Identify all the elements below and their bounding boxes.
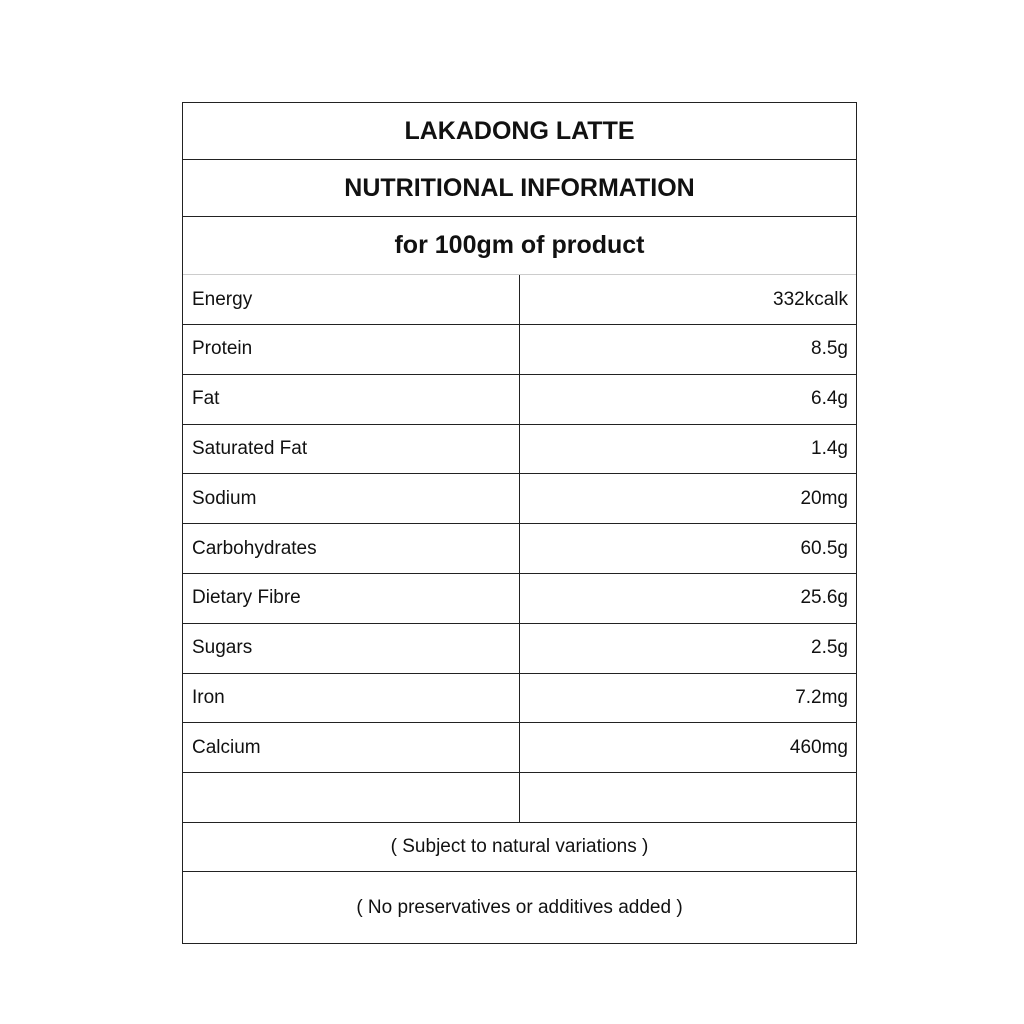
nutrient-value: 60.5g [800,537,848,559]
nutrient-label: Fat [183,374,520,424]
nutrient-value: 2.5g [811,637,848,659]
nutrient-label: Protein [183,324,520,374]
table-row [183,773,856,823]
table-row: Saturated Fat 1.4g [183,424,856,475]
nutrient-value: 1.4g [811,437,848,459]
nutrient-label: Sugars [183,623,520,673]
table-row: Energy 332kcalk [183,275,856,325]
note-no-preservatives: ( No preservatives or additives added ) [356,896,683,918]
nutrient-value: 25.6g [800,587,848,609]
nutrient-label: Calcium [183,723,520,773]
table-row: Sugars 2.5g [183,623,856,674]
nutrient-value: 20mg [800,487,848,509]
table-row: Iron 7.2mg [183,673,856,724]
nutrient-label: Carbohydrates [183,524,520,573]
nutrient-value: 8.5g [811,338,848,360]
nutrition-table: LAKADONG LATTE NUTRITIONAL INFORMATION f… [182,102,857,944]
table-row: Carbohydrates 60.5g [183,524,856,574]
note-natural-variations: ( Subject to natural variations ) [183,823,856,872]
table-row: Dietary Fibre 25.6g [183,573,856,624]
nutrient-value: 7.2mg [795,686,848,708]
nutrient-value: 460mg [789,736,848,758]
nutrient-label [183,773,520,822]
nutrient-label: Energy [183,275,520,324]
product-title: LAKADONG LATTE [183,103,856,160]
table-row: Calcium 460mg [183,723,856,774]
nutrient-label: Saturated Fat [183,424,520,474]
nutrient-value [520,773,856,822]
nutrient-label: Sodium [183,474,520,524]
nutrient-value: 332kcalk [773,288,848,310]
table-heading: NUTRITIONAL INFORMATION [183,160,856,217]
nutrient-label: Dietary Fibre [183,573,520,623]
serving-basis: for 100gm of product [183,217,856,275]
table-row: Sodium 20mg [183,474,856,525]
nutrient-label: Iron [183,673,520,723]
table-row: Fat 6.4g [183,374,856,425]
table-row: Protein 8.5g [183,324,856,375]
nutrient-value: 6.4g [811,388,848,410]
